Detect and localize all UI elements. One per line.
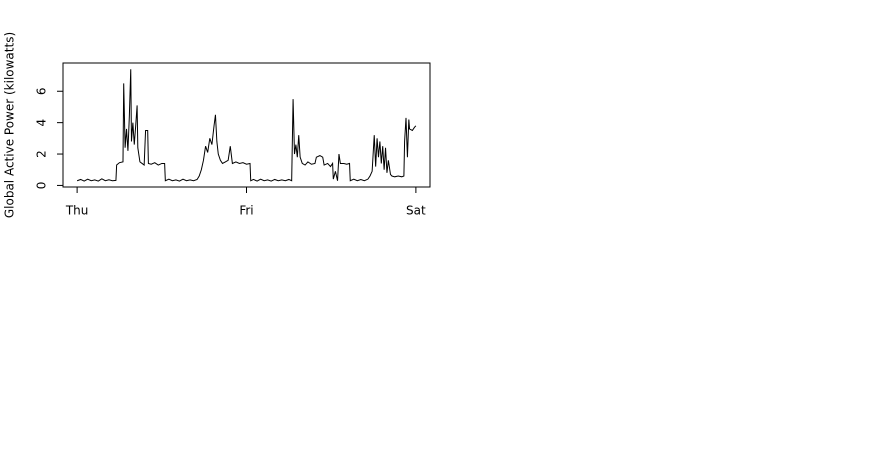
plot-box bbox=[62, 62, 431, 188]
y-tick-label: 6 bbox=[35, 87, 49, 95]
y-tick-label: 4 bbox=[35, 119, 49, 127]
y-tick-label: 2 bbox=[35, 150, 49, 158]
x-tick-label: Fri bbox=[239, 204, 253, 218]
y-axis-label: Global Active Power (kilowatts) bbox=[3, 32, 17, 218]
x-tick-label: Thu bbox=[65, 204, 89, 218]
line bbox=[76, 69, 417, 182]
x-tick-label: Sat bbox=[406, 204, 426, 218]
y-tick-label: 0 bbox=[35, 182, 49, 190]
